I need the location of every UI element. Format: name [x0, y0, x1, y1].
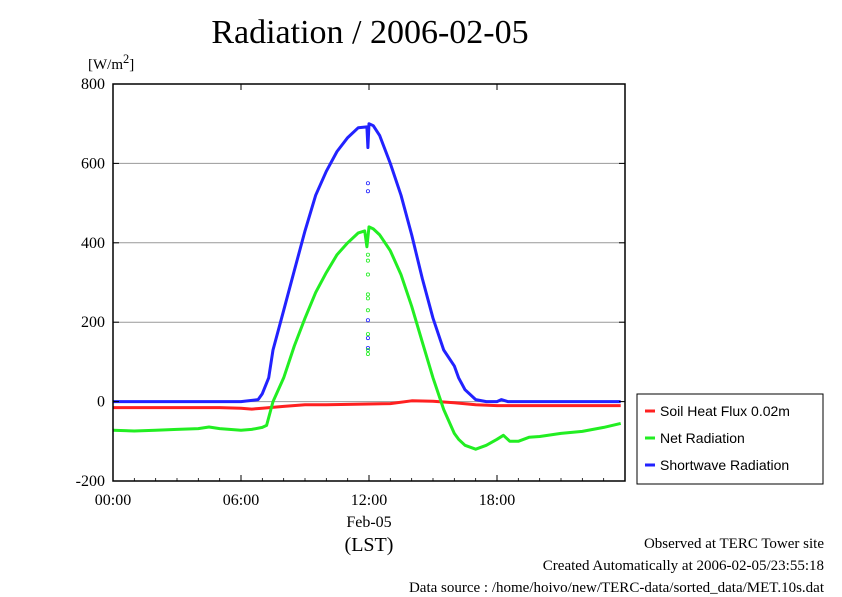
y-axis-unit-label: [W/m2]: [88, 52, 134, 74]
axis-layer: -200 0 200 400 600 800 00:00 06:00 12:00 18:00 Feb…: [76, 76, 626, 556]
chart-title: Radiation / 2006-02-05: [211, 14, 529, 51]
legend-label: Shortwave Radiation: [660, 457, 789, 473]
unit-label-text: [W/m: [88, 57, 123, 73]
x-tick-label: 12:00: [351, 492, 387, 509]
legend-label: Net Radiation: [660, 430, 745, 446]
y-tick-label: 800: [81, 76, 105, 93]
y-tick-label: 0: [97, 394, 105, 411]
outlier-point: [365, 292, 370, 297]
outlier-point: [365, 189, 370, 194]
unit-label-superscript: 2: [123, 52, 130, 66]
outlier-point: [365, 318, 370, 323]
series-line-2: [113, 122, 621, 404]
x-tick-label: 00:00: [95, 492, 131, 509]
legend-box: [636, 393, 824, 485]
footer-created-time: Created Automatically at 2006-02-05/23:5…: [542, 558, 824, 574]
footer-observed-site: Observed at TERC Tower site: [643, 536, 824, 552]
x-axis-label: (LST): [345, 534, 394, 556]
x-tick-label: 18:00: [479, 492, 515, 509]
outlier-point: [365, 272, 370, 277]
unit-label-close: ]: [129, 57, 135, 73]
legend-label: Soil Heat Flux 0.02m: [660, 403, 790, 419]
y-tick-label: 600: [81, 155, 105, 172]
x-tick-label: 06:00: [223, 492, 259, 509]
y-tick-label: 200: [81, 314, 105, 331]
outlier-point: [365, 258, 370, 263]
outlier-point: [365, 336, 370, 341]
footer-data-source: Data source : /home/hoivo/new/TERC-data/…: [408, 580, 824, 596]
scatter-layer: [365, 181, 370, 356]
series-line-1: [112, 225, 622, 451]
series-line-0: [113, 399, 621, 411]
outlier-point: [365, 351, 370, 356]
outlier-point: [365, 181, 370, 186]
outlier-point: [365, 347, 370, 352]
series-layer: [112, 122, 622, 451]
outlier-point: [365, 332, 370, 337]
x-date-label: Feb-05: [346, 514, 391, 531]
y-tick-label: 400: [81, 235, 105, 252]
y-tick-label: -200: [76, 473, 105, 490]
legend-layer: Soil Heat Flux 0.02m Net Radiation Shortwa…: [636, 393, 824, 485]
outlier-point: [365, 252, 370, 257]
grid-layer: [113, 162, 625, 403]
outlier-point: [365, 346, 370, 351]
outlier-point: [365, 296, 370, 301]
outlier-point: [365, 308, 370, 313]
